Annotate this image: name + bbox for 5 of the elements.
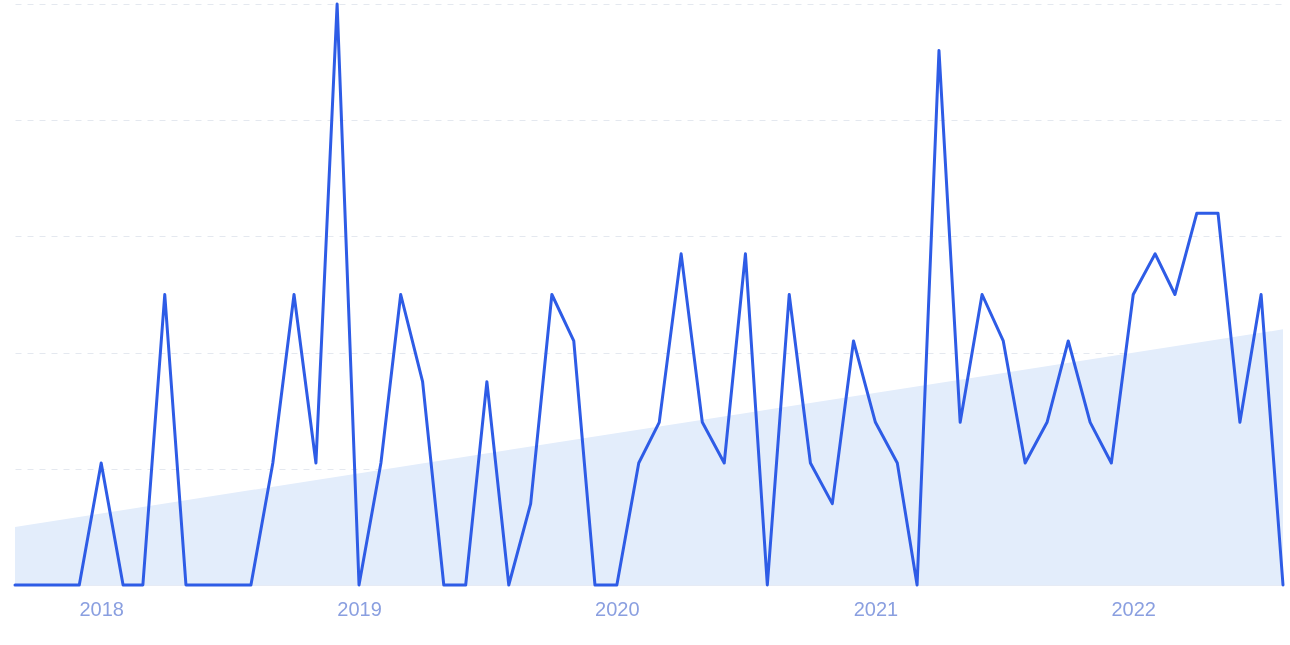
x-tick-label: 2019: [337, 597, 382, 620]
x-tick-label: 2022: [1111, 597, 1156, 620]
x-tick-label: 2018: [79, 597, 124, 620]
x-tick-label: 2020: [595, 597, 640, 620]
x-tick-label: 2021: [853, 597, 899, 620]
